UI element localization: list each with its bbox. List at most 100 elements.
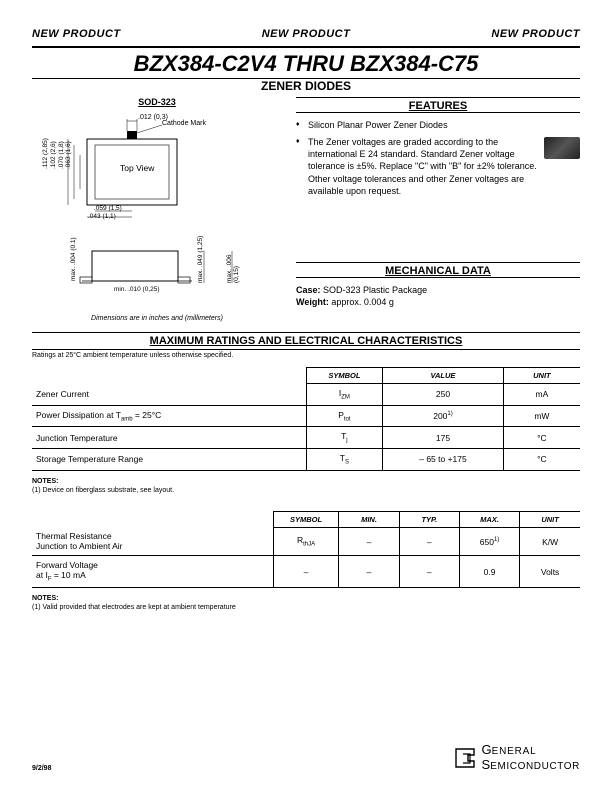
unit: °C — [503, 427, 580, 449]
th-unit: UNIT — [503, 368, 580, 384]
chip-photo — [544, 137, 580, 159]
value: 250 — [383, 384, 504, 406]
ratings-table-1: SYMBOL VALUE UNIT Zener Current IZM 250 … — [32, 367, 580, 471]
dim-059: .059 (1,5) — [94, 205, 122, 212]
typ: – — [399, 556, 459, 588]
value: – 65 to +175 — [383, 449, 504, 471]
features-block: Silicon Planar Power Zener Diodes The Ze… — [296, 119, 580, 197]
symbol: Tj — [306, 427, 383, 449]
symbol: – — [273, 556, 339, 588]
header-banner: NEW PRODUCT NEW PRODUCT NEW PRODUCT — [32, 28, 580, 40]
ratings-heading: MAXIMUM RATINGS AND ELECTRICAL CHARACTER… — [32, 332, 580, 350]
max: 0.9 — [459, 556, 519, 588]
th-max: MAX. — [459, 511, 519, 527]
unit: mW — [503, 405, 580, 427]
notes-1: NOTES: (1) Device on fiberglass substrat… — [32, 477, 580, 495]
param: Junction Temperature — [32, 427, 306, 449]
th-symbol: SYMBOL — [273, 511, 339, 527]
dim-063: .063 (1,6) — [65, 141, 72, 169]
top-view-label: Top View — [120, 163, 154, 173]
banner-left: NEW PRODUCT — [32, 28, 121, 40]
param: Zener Current — [32, 384, 306, 406]
footer: 9/2/98 GENERAL SEMICONDUCTOR — [32, 743, 580, 772]
mechanical-heading: MECHANICAL DATA — [296, 262, 580, 278]
package-label: SOD-323 — [32, 97, 282, 107]
case-value: SOD-323 Plastic Package — [323, 285, 427, 295]
value: 175 — [383, 427, 504, 449]
min: – — [339, 527, 399, 556]
dim-min010: min. .010 (0,25) — [114, 286, 160, 293]
th-typ: TYP. — [399, 511, 459, 527]
column-right: FEATURES Silicon Planar Power Zener Diod… — [296, 97, 580, 322]
table-row: Junction Temperature Tj 175 °C — [32, 427, 580, 449]
symbol: IZM — [306, 384, 383, 406]
weight-label: Weight: — [296, 297, 329, 307]
min: – — [339, 556, 399, 588]
unit: mA — [503, 384, 580, 406]
symbol: Ptot — [306, 405, 383, 427]
rule-top — [32, 46, 580, 48]
logo-line1: ENERAL — [492, 746, 537, 757]
feature-item: The Zener voltages are graded according … — [296, 136, 580, 197]
top-columns: SOD-323 — [32, 97, 580, 322]
table-row: Power Dissipation at Tamb = 25°C Ptot 20… — [32, 405, 580, 427]
dim-102: .102 (2,6) — [50, 141, 57, 169]
th-unit: UNIT — [520, 511, 580, 527]
symbol: RthJA — [273, 527, 339, 556]
param: Storage Temperature Range — [32, 449, 306, 471]
features-heading: FEATURES — [296, 97, 580, 113]
th-symbol: SYMBOL — [306, 368, 383, 384]
page-subtitle: ZENER DIODES — [32, 79, 580, 93]
value: 2001) — [383, 405, 504, 427]
table-row: Storage Temperature Range TS – 65 to +17… — [32, 449, 580, 471]
dim-070: .070 (1,8) — [58, 141, 65, 169]
unit: Volts — [520, 556, 580, 588]
cathode-label: Cathode Mark — [162, 120, 206, 127]
table-header-row: SYMBOL MIN. TYP. MAX. UNIT — [32, 511, 580, 527]
param: Power Dissipation at Tamb = 25°C — [32, 405, 306, 427]
notes-heading: NOTES: — [32, 477, 580, 486]
dim-max049: max. .049 (1,25) — [197, 236, 204, 283]
dim-043: .043 (1,1) — [88, 213, 116, 220]
feature-item: Silicon Planar Power Zener Diodes — [296, 119, 580, 131]
page-title: BZX384-C2V4 THRU BZX384-C75 — [32, 51, 580, 77]
features-list: Silicon Planar Power Zener Diodes The Ze… — [296, 119, 580, 197]
mech-weight: Weight: approx. 0.004 g — [296, 296, 580, 309]
package-diagram: .012 (0,3) Cathode Mark Top View .112 (2… — [32, 111, 272, 311]
banner-mid: NEW PRODUCT — [262, 28, 351, 40]
param: Forward Voltage at IF = 10 mA — [32, 556, 273, 588]
notes-heading: NOTES: — [32, 594, 580, 603]
dim-max006: max. .006 (0,15) — [226, 237, 240, 283]
logo-icon — [452, 745, 478, 771]
dim-max004: max. .004 (0.1) — [70, 237, 77, 281]
footer-date: 9/2/98 — [32, 765, 51, 772]
ratings-table-2: SYMBOL MIN. TYP. MAX. UNIT Thermal Resis… — [32, 511, 580, 588]
table-row: Thermal Resistance Junction to Ambient A… — [32, 527, 580, 556]
dim-112: .112 (2,85) — [42, 138, 49, 169]
th-min: MIN. — [339, 511, 399, 527]
logo-line2: EMICONDUCTOR — [490, 761, 580, 772]
logo-text: GENERAL SEMICONDUCTOR — [482, 743, 580, 772]
notes-text: (1) Valid provided that electrodes are k… — [32, 603, 580, 612]
symbol: TS — [306, 449, 383, 471]
case-label: Case: — [296, 285, 321, 295]
unit: °C — [503, 449, 580, 471]
table-row: Forward Voltage at IF = 10 mA – – – 0.9 … — [32, 556, 580, 588]
diagram-caption: Dimensions are in inches and (millimeter… — [32, 315, 282, 322]
table-header-row: SYMBOL VALUE UNIT — [32, 368, 580, 384]
param: Thermal Resistance Junction to Ambient A… — [32, 527, 273, 556]
table-row: Zener Current IZM 250 mA — [32, 384, 580, 406]
company-logo: GENERAL SEMICONDUCTOR — [452, 743, 580, 772]
ratings-condition: Ratings at 25°C ambient temperature unle… — [32, 352, 580, 359]
weight-value: approx. 0.004 g — [331, 297, 394, 307]
mechanical-data: Case: SOD-323 Plastic Package Weight: ap… — [296, 284, 580, 309]
notes-text: (1) Device on fiberglass substrate, see … — [32, 486, 580, 495]
banner-right: NEW PRODUCT — [491, 28, 580, 40]
notes-2: NOTES: (1) Valid provided that electrode… — [32, 594, 580, 612]
unit: K/W — [520, 527, 580, 556]
typ: – — [399, 527, 459, 556]
column-left: SOD-323 — [32, 97, 282, 322]
mech-case: Case: SOD-323 Plastic Package — [296, 284, 580, 297]
max: 6501) — [459, 527, 519, 556]
th-value: VALUE — [383, 368, 504, 384]
